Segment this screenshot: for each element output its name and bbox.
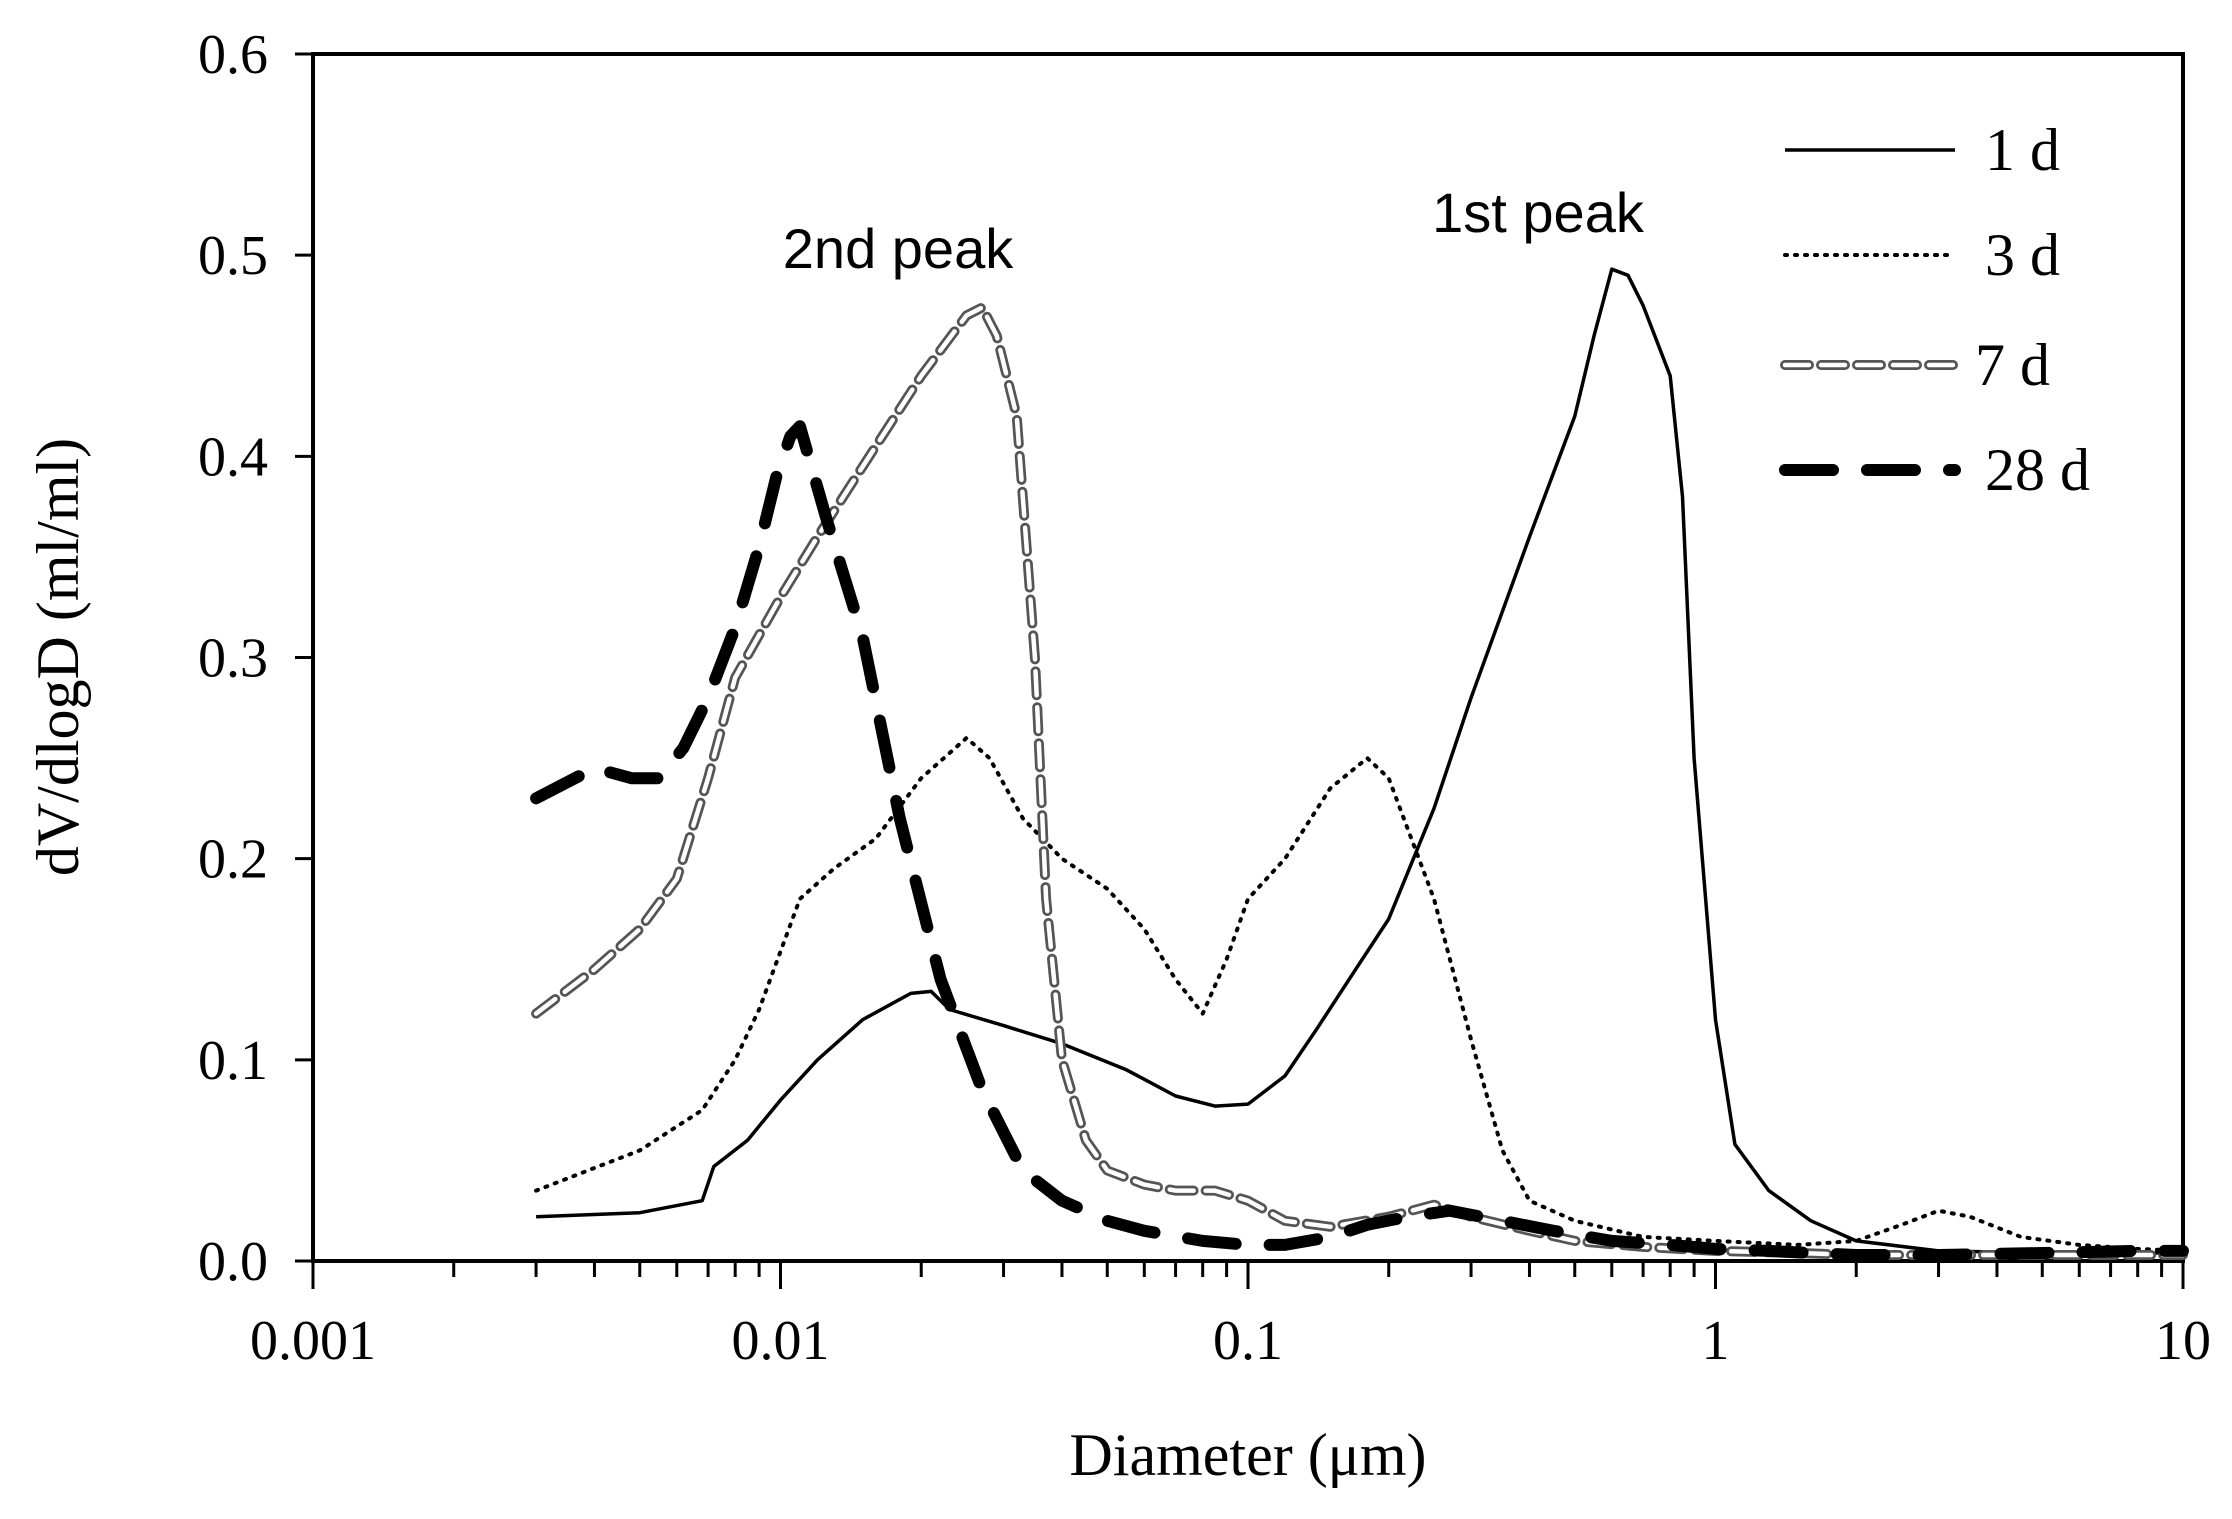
legend-label-7d: 7 d (1975, 332, 2050, 398)
y-tick-label: 0.2 (198, 829, 268, 891)
series-7d-inner (533, 305, 2186, 1258)
plot-frame (311, 52, 2185, 1263)
y-tick-label: 0.6 (198, 24, 268, 86)
series-28d (530, 420, 2189, 1261)
series-1d (536, 267, 2183, 1255)
y-tick-label: 0.4 (198, 426, 268, 488)
y-tick-label: 0.1 (198, 1030, 268, 1092)
series-7d (531, 302, 2188, 1260)
legend: 1 d 3 d 7 d 28 d (1779, 117, 2090, 503)
y-axis-title: dV/dlogD (ml/ml) (25, 438, 91, 876)
legend-label-1d: 1 d (1985, 117, 2060, 183)
x-tick-label: 0.01 (732, 1310, 830, 1372)
axis-ticks (295, 52, 2185, 1289)
legend-label-28d: 28 d (1985, 437, 2090, 503)
annotation-2nd-peak: 2nd peak (783, 217, 1014, 280)
annotation-1st-peak: 1st peak (1432, 181, 1645, 244)
x-tick-label: 1 (1702, 1310, 1730, 1372)
tick-labels: 0.001 0.01 0.1 1 10 0.0 0.1 0.2 0.3 0.4 0.5 0.6 (198, 24, 2211, 1372)
y-tick-label: 0.3 (198, 628, 268, 690)
series-3d (534, 736, 2185, 1253)
series-lines (530, 267, 2189, 1261)
x-axis-title: Diameter (μm) (1069, 1422, 1426, 1488)
x-tick-label: 0.1 (1213, 1310, 1283, 1372)
y-tick-label: 0.0 (198, 1231, 268, 1293)
y-tick-label: 0.5 (198, 225, 268, 287)
legend-label-3d: 3 d (1985, 222, 2060, 288)
x-tick-label: 10 (2155, 1310, 2211, 1372)
x-tick-label: 0.001 (250, 1310, 376, 1372)
